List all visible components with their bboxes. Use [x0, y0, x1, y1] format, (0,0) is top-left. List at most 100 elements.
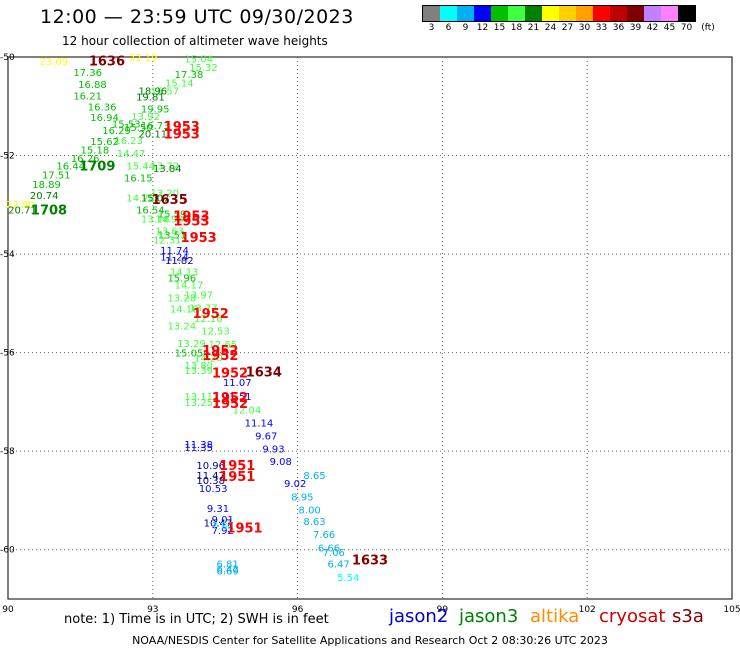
wave-height-label: 6.66 [318, 543, 340, 554]
scale-label: 36 [612, 23, 625, 33]
legend-item-s3a: s3a [672, 606, 704, 627]
scale-label: 15 [493, 23, 506, 33]
y-tick-label: -52 [0, 152, 15, 162]
wave-height-label: 15.44 [126, 161, 155, 172]
wave-height-label: 15.57 [151, 87, 180, 98]
wave-height-label: 7.66 [313, 530, 335, 541]
wave-height-label: 12.65 [208, 340, 237, 351]
wave-height-label: 11.74 [160, 246, 189, 257]
wave-height-label: 6.42 [216, 564, 238, 575]
scale-unit: (ft) [701, 23, 715, 33]
wave-height-label: 13.80 [184, 361, 213, 372]
legend-item-jason2: jason2 [389, 606, 449, 627]
wave-height-label: 16.15 [124, 174, 153, 185]
wave-height-label: 22.19 [129, 53, 158, 64]
wave-height-label: 11.24 [160, 253, 189, 264]
wave-height-label: 13.20 [151, 189, 180, 200]
wave-height-label: 16.44 [56, 161, 85, 172]
wave-height-label: 15.04 [184, 54, 213, 65]
pass-time-label: 1953 [181, 231, 217, 246]
wave-height-label: 10.53 [199, 484, 228, 495]
scale-swatch [593, 6, 610, 21]
wave-height-label: 15.96 [167, 274, 196, 285]
scale-swatch [542, 6, 559, 21]
scale-label: 12 [476, 23, 489, 33]
wave-height-label: 9.67 [255, 431, 277, 442]
wave-height-label: 7.92 [212, 526, 234, 537]
wave-height-label: 13.25 [184, 398, 213, 409]
wave-height-label: 14.90 [155, 215, 184, 226]
wave-height-label: 14.10 [170, 304, 199, 315]
wave-height-label: 8.00 [299, 505, 321, 516]
wave-height-label: 8.63 [303, 517, 325, 528]
wave-height-label: 11.35 [184, 443, 213, 454]
color-scale-swatches [422, 5, 696, 22]
wave-height-label: 11.51 [223, 392, 252, 403]
pass-time-label: 1953 [173, 210, 209, 225]
pass-time-label: 1952 [202, 344, 238, 359]
map-frame [7, 56, 733, 600]
pass-time-label: 1951 [226, 522, 262, 537]
wave-height-label: 16.36 [88, 102, 117, 113]
wave-height-label: 12.16 [194, 314, 223, 325]
wave-height-label: 8.65 [303, 471, 325, 482]
scale-label: 18 [510, 23, 523, 33]
legend-item-altika: altika [530, 606, 580, 627]
wave-height-label: 11.82 [165, 256, 194, 267]
wave-height-label: 16.73 [141, 121, 170, 132]
wave-height-label: 6.47 [327, 560, 349, 571]
wave-height-label: 20.11 [138, 129, 167, 140]
x-tick-label: 99 [437, 605, 449, 615]
color-scale: 3 6 9 12 15 18 21 24 27 30 33 36 39 42 45 70 (ft) [422, 5, 715, 36]
scale-label: 70 [680, 23, 693, 33]
wave-height-label: 11.14 [245, 419, 274, 430]
scale-label: 33 [595, 23, 608, 33]
page-subtitle: 12 hour collection of altimeter wave hei… [62, 34, 328, 48]
wave-height-label: 13.39 [184, 366, 213, 377]
pass-time-label: 1634 [246, 365, 282, 380]
scale-label: 45 [663, 23, 676, 33]
scale-swatch [576, 6, 593, 21]
wave-height-label: 10.96 [196, 461, 225, 472]
wave-height-label: 15.59 [158, 210, 187, 221]
scale-swatch [491, 6, 508, 21]
wave-height-label: 17.38 [175, 70, 204, 81]
footnote: note: 1) Time is in UTC; 2) SWH is in fe… [64, 612, 329, 627]
legend-item-jason3: jason3 [459, 606, 519, 627]
wave-height-label: 15.53 [112, 120, 141, 131]
scale-label: 3 [428, 23, 435, 33]
y-tick-label: -54 [0, 250, 15, 260]
wave-height-label: 16.21 [73, 91, 102, 102]
scale-label: 24 [544, 23, 557, 33]
wave-height-label: 13.18 [141, 215, 170, 226]
wave-height-label: 13.84 [153, 164, 182, 175]
pass-time-label: 1953 [173, 215, 209, 230]
wave-height-label: 13.63 [155, 226, 184, 237]
wave-height-label: 22.80 [6, 200, 35, 211]
pass-time-label: 1952 [212, 397, 248, 412]
wave-height-label: 15.18 [81, 146, 110, 157]
wave-height-label: 7.88 [212, 521, 234, 532]
scale-label: 9 [462, 23, 469, 33]
x-tick-label: 93 [147, 605, 158, 615]
wave-height-label: 20.74 [30, 191, 59, 202]
wave-height-label: 18.89 [32, 180, 61, 191]
wave-height-label: 10.38 [196, 476, 225, 487]
scale-swatch [508, 6, 525, 21]
y-tick-label: -56 [0, 349, 15, 359]
scale-label: 42 [646, 23, 659, 33]
wave-height-label: 7.06 [323, 548, 345, 559]
wave-height-label: 9.31 [207, 504, 229, 515]
scale-label: 39 [629, 23, 642, 33]
wave-height-label: 14.20 [194, 354, 223, 365]
x-tick-label: 102 [579, 605, 596, 615]
wave-height-label: 13.28 [167, 293, 196, 304]
pass-time-label: 1951 [219, 470, 255, 485]
scale-swatch [474, 6, 491, 21]
wave-height-label: 15.50 [124, 123, 153, 134]
scale-swatch [423, 6, 440, 21]
pass-time-label: 1633 [352, 554, 388, 569]
pass-time-label: 1953 [164, 127, 200, 142]
wave-height-label: 14.13 [170, 267, 199, 278]
